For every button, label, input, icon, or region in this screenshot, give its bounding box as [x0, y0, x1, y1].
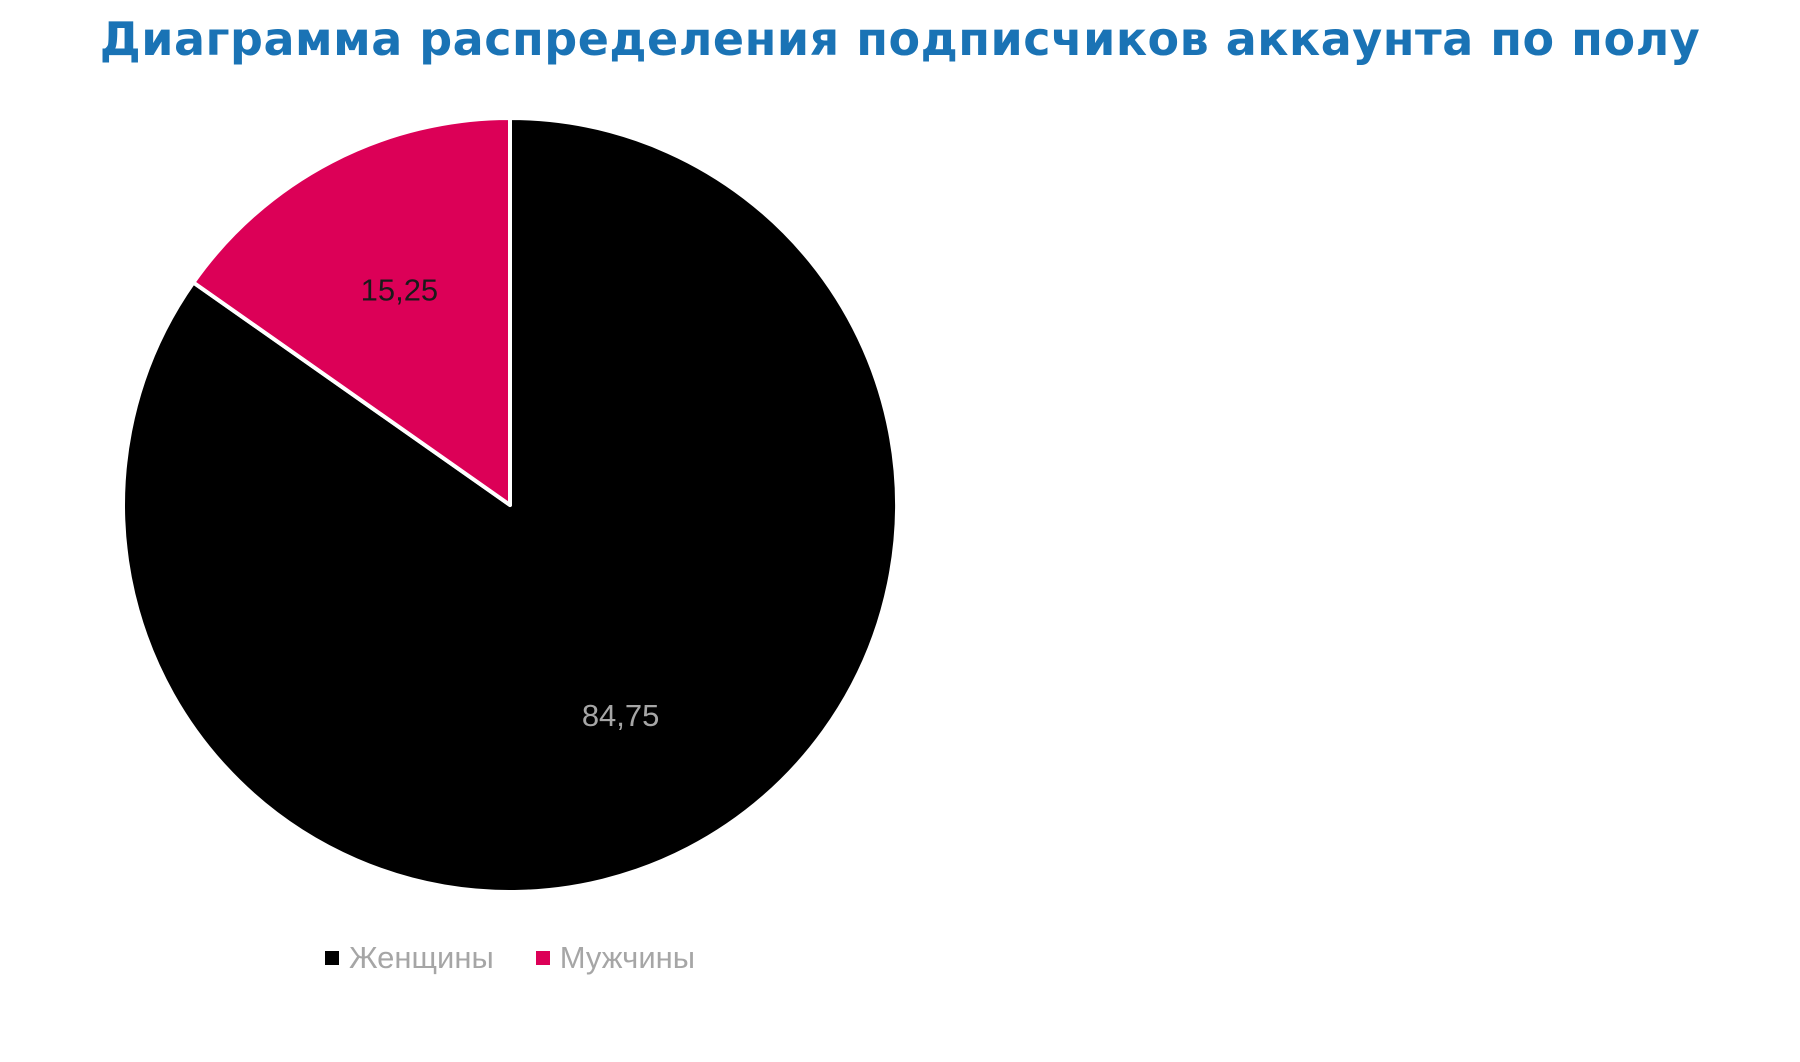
pie-data-labels: 84,75 15,25 [361, 272, 660, 733]
legend-label-1: Женщины [348, 940, 494, 975]
pie-slice-2 [191, 116, 512, 507]
legend-swatch-2 [535, 951, 550, 965]
chart-title: Диаграмма распределения подписчиков акка… [99, 12, 1701, 66]
pie-chart: 84,75 15,25 [121, 116, 899, 894]
chart-legend: Женщины Мужчины [0, 940, 1020, 976]
legend-item-1: Женщины [324, 940, 494, 976]
legend-item-2: Мужчины [535, 940, 696, 976]
legend-label-2: Мужчины [559, 940, 696, 975]
legend-swatch-1 [324, 951, 339, 965]
pie-data-label-1: 84,75 [582, 698, 660, 733]
pie-slices [121, 116, 899, 894]
pie-data-label-2: 15,25 [361, 272, 439, 307]
